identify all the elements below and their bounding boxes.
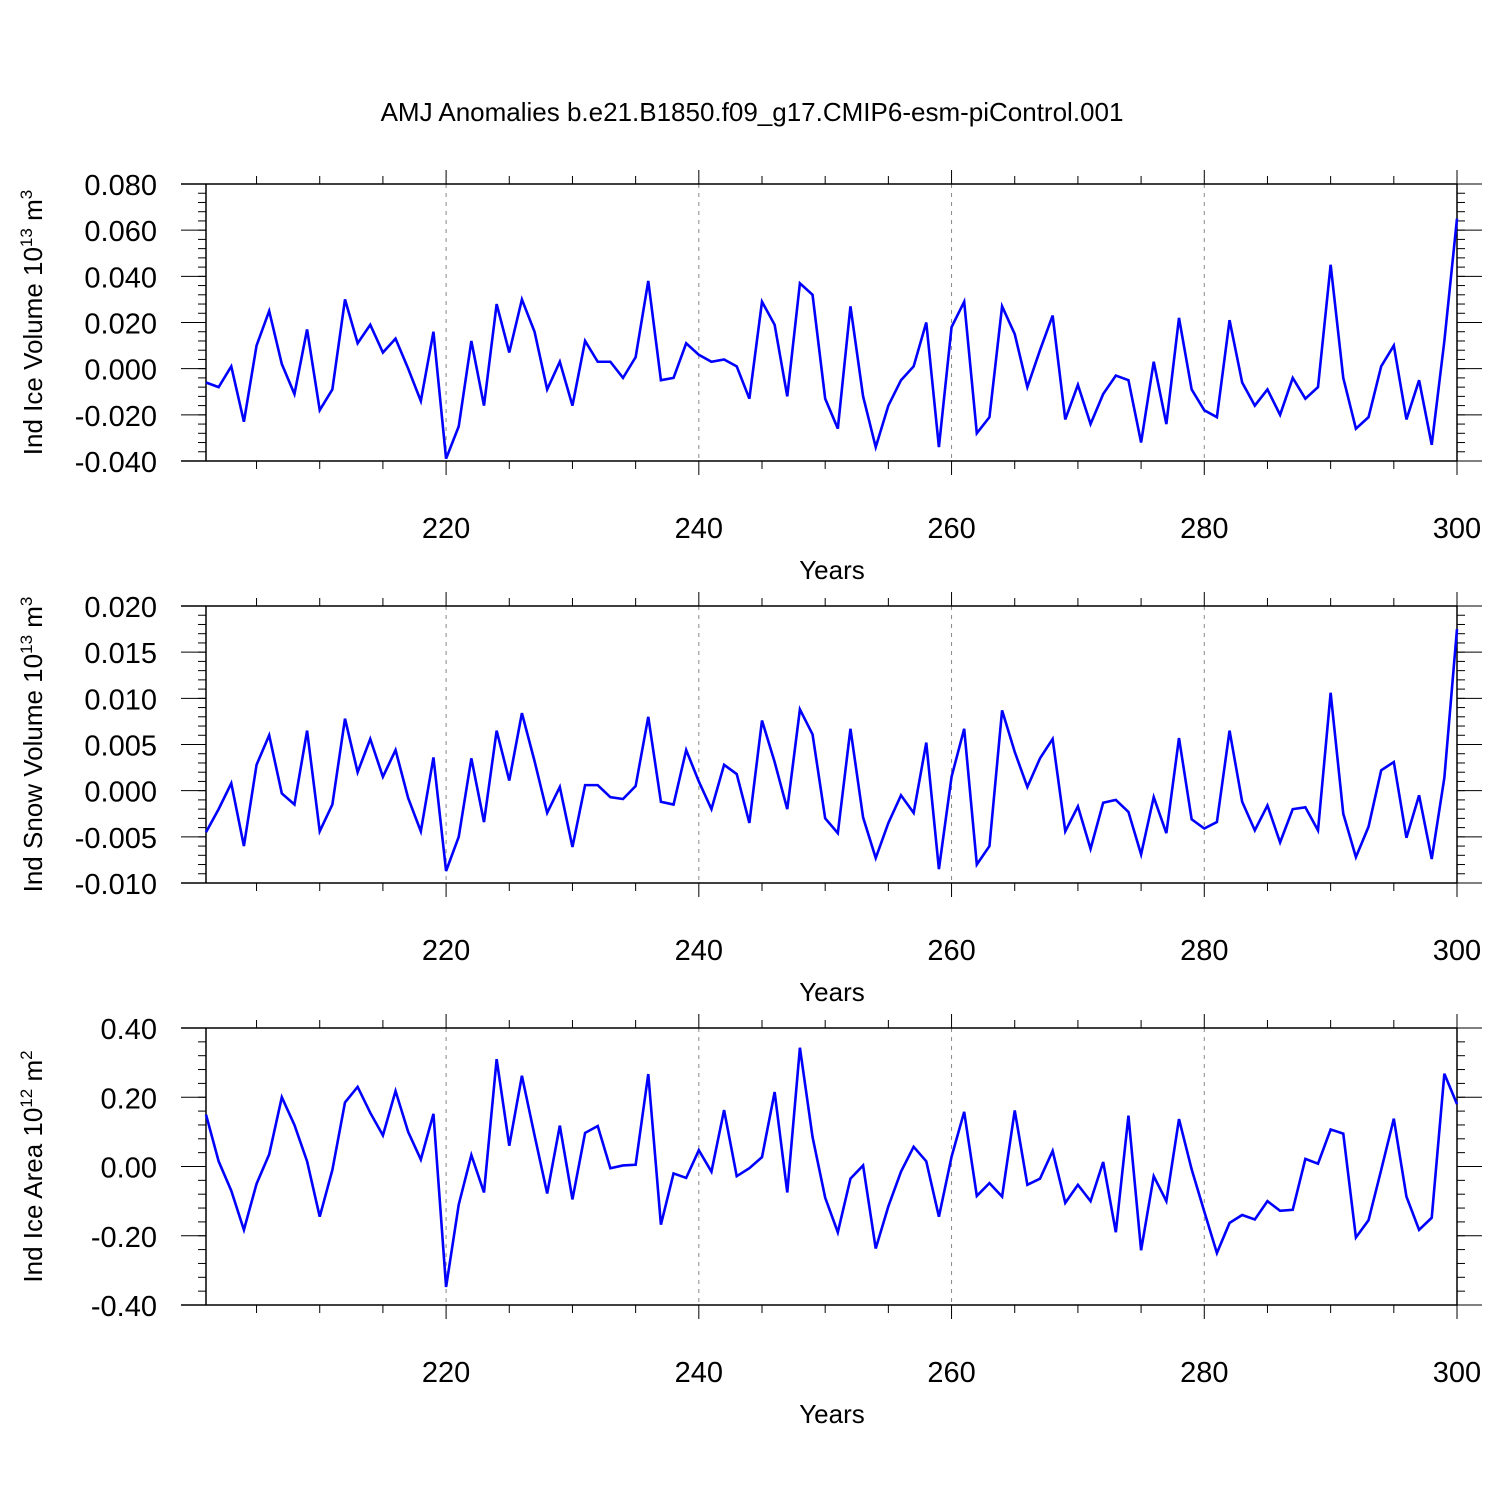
series-line-ind-ice-volume <box>205 218 1459 460</box>
xtick-label: 280 <box>1180 935 1228 967</box>
y-axis-label-unit-exponent: 2 <box>17 1050 36 1059</box>
xtick-label: 260 <box>927 513 975 545</box>
ytick-label: -0.010 <box>75 869 157 901</box>
y-axis-label-text: Ind Ice Volume 10 <box>18 247 48 455</box>
y-axis-label-exponent: 12 <box>17 1089 36 1108</box>
ytick-label: 0.40 <box>101 1014 157 1046</box>
ytick-label: 0.000 <box>84 355 157 387</box>
xtick-label: 220 <box>422 513 470 545</box>
xtick-label: 220 <box>422 935 470 967</box>
xtick-label: 240 <box>675 513 723 545</box>
xtick-label: 220 <box>422 1357 470 1389</box>
ytick-label: 0.20 <box>101 1083 157 1115</box>
xtick-label: 280 <box>1180 1357 1228 1389</box>
ytick-label: -0.020 <box>75 401 157 433</box>
chart-title: AMJ Anomalies b.e21.B1850.f09_g17.CMIP6-… <box>381 97 1124 127</box>
xtick-label: 260 <box>927 935 975 967</box>
ytick-label: 0.040 <box>84 262 157 294</box>
ytick-label: 0.080 <box>84 170 157 202</box>
y-axis-label-text: Ind Snow Volume 10 <box>18 654 48 893</box>
ytick-label: 0.000 <box>84 777 157 809</box>
ytick-label: 0.015 <box>84 638 157 670</box>
xtick-label: 240 <box>675 1357 723 1389</box>
y-axis-label-unit-exponent: 3 <box>17 597 36 606</box>
y-axis-label-unit-exponent: 3 <box>17 190 36 199</box>
panels: -0.040 -0.020 0.000 0.020 0.040 0.060 0.080 220… <box>17 170 1482 1429</box>
panel-2: -0.010 -0.005 0.000 0.005 0.010 0.015 0.020 220… <box>17 592 1482 1007</box>
xtick-label: 280 <box>1180 513 1228 545</box>
y-axis-label: Ind Snow Volume 1013 m3 <box>17 597 48 893</box>
xtick-label: 300 <box>1433 1357 1481 1389</box>
ytick-label: 0.005 <box>84 731 157 763</box>
panel-1: -0.040 -0.020 0.000 0.020 0.040 0.060 0.080 220… <box>17 170 1482 585</box>
series-line-ind-snow-volume <box>204 628 1459 872</box>
y-axis-label-exponent: 13 <box>17 635 36 654</box>
y-axis-label: Ind Ice Volume 1013 m3 <box>17 190 48 455</box>
y-axis-label: Ind Ice Area 1012 m2 <box>17 1050 48 1282</box>
ytick-label: 0.020 <box>84 592 157 624</box>
x-axis-label: Years <box>799 977 865 1007</box>
ytick-label: 0.00 <box>101 1153 157 1185</box>
y-axis-label-unit: m <box>18 606 48 635</box>
y-axis-label-unit: m <box>18 1060 48 1089</box>
y-axis-label-unit: m <box>18 199 48 228</box>
xtick-label: 300 <box>1433 935 1481 967</box>
x-axis-label: Years <box>799 1399 865 1429</box>
y-axis-label-exponent: 13 <box>17 228 36 247</box>
panel-3: -0.40 -0.20 0.00 0.20 0.40 220 240 260 280 300 Yea… <box>17 1014 1482 1429</box>
ytick-label: -0.20 <box>91 1222 157 1254</box>
y-axis-label-text: Ind Ice Area 10 <box>18 1108 48 1283</box>
xtick-label: 300 <box>1433 513 1481 545</box>
ytick-label: -0.005 <box>75 823 157 855</box>
ytick-label: -0.040 <box>75 447 157 479</box>
xtick-label: 240 <box>675 935 723 967</box>
ytick-label: 0.060 <box>84 216 157 248</box>
ytick-label: 0.010 <box>84 684 157 716</box>
series-line-ind-ice-area <box>204 1047 1459 1288</box>
ytick-label: 0.020 <box>84 309 157 341</box>
ytick-label: -0.40 <box>91 1291 157 1323</box>
x-axis-label: Years <box>799 555 865 585</box>
xtick-label: 260 <box>927 1357 975 1389</box>
